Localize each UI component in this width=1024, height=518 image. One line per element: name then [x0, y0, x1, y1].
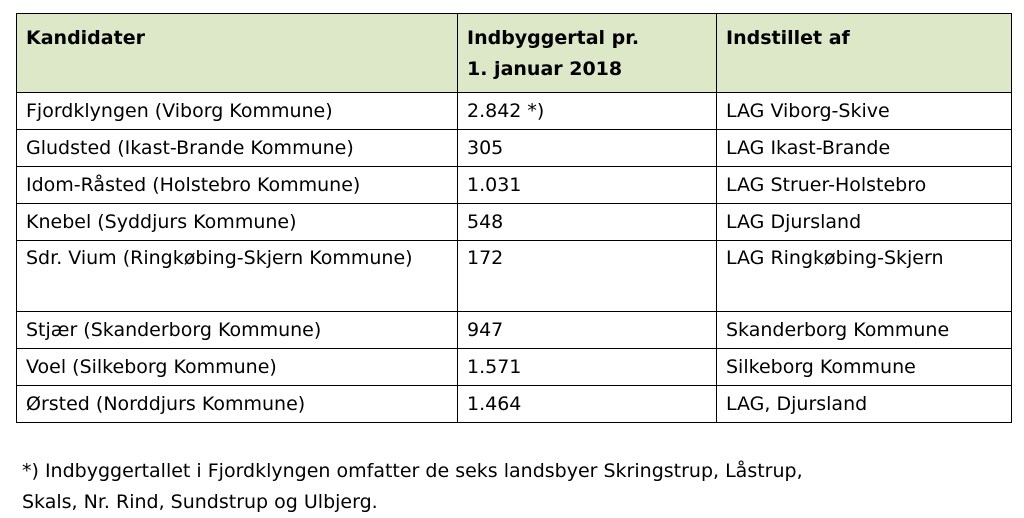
cell-kandidat: Stjær (Skanderborg Kommune) — [16, 311, 458, 349]
footnote: *) Indbyggertallet i Fjordklyngen omfatt… — [22, 456, 1012, 518]
table-row: Stjær (Skanderborg Kommune) 947 Skanderb… — [16, 311, 1012, 349]
table-row: Sdr. Vium (Ringkøbing-Skjern Kommune) 17… — [16, 240, 1012, 312]
header-indstillet-af: Indstillet af — [716, 13, 1012, 93]
cell-indbyggertal: 1.031 — [457, 166, 717, 204]
cell-indstillet-af: LAG Viborg-Skive — [716, 92, 1012, 130]
header-kandidater: Kandidater — [16, 13, 458, 93]
cell-kandidat: Idom-Råsted (Holstebro Kommune) — [16, 166, 458, 204]
cell-indbyggertal: 947 — [457, 311, 717, 349]
cell-kandidat-text: Sdr. Vium (Ringkøbing-Skjern Kommune) — [26, 247, 413, 269]
header-indbyggertal: Indbyggertal pr. 1. januar 2018 — [457, 13, 717, 93]
cell-kandidat: Gludsted (Ikast-Brande Kommune) — [16, 129, 458, 167]
candidates-table: Kandidater Indbyggertal pr. 1. januar 20… — [16, 13, 1012, 423]
table-row: Fjordklyngen (Viborg Kommune) 2.842 *) L… — [16, 92, 1012, 130]
table-row: Ørsted (Norddjurs Kommune) 1.464 LAG, Dj… — [16, 385, 1012, 423]
cell-indstillet-af: LAG Djursland — [716, 203, 1012, 241]
footnote-line1: *) Indbyggertallet i Fjordklyngen omfatt… — [22, 460, 803, 482]
header-indbyggertal-line1: Indbyggertal pr. — [467, 27, 640, 49]
cell-kandidat: Ørsted (Norddjurs Kommune) — [16, 385, 458, 423]
cell-indbyggertal: 172 — [457, 240, 717, 312]
table-header: Kandidater Indbyggertal pr. 1. januar 20… — [16, 13, 1012, 93]
candidates-table-container: Kandidater Indbyggertal pr. 1. januar 20… — [16, 13, 1012, 423]
cell-indbyggertal: 2.842 *) — [457, 92, 717, 130]
cell-kandidat: Voel (Silkeborg Kommune) — [16, 348, 458, 386]
table-row: Gludsted (Ikast-Brande Kommune) 305 LAG … — [16, 129, 1012, 167]
cell-kandidat: Knebel (Syddjurs Kommune) — [16, 203, 458, 241]
cell-indbyggertal: 1.464 — [457, 385, 717, 423]
cell-indstillet-af: LAG Ringkøbing-Skjern — [716, 240, 1012, 312]
cell-indstillet-af: Skanderborg Kommune — [716, 311, 1012, 349]
cell-indstillet-af: LAG Ikast-Brande — [716, 129, 1012, 167]
table-row: Knebel (Syddjurs Kommune) 548 LAG Djursl… — [16, 203, 1012, 241]
cell-kandidat: Fjordklyngen (Viborg Kommune) — [16, 92, 458, 130]
table-row: Idom-Råsted (Holstebro Kommune) 1.031 LA… — [16, 166, 1012, 204]
cell-indbyggertal: 1.571 — [457, 348, 717, 386]
cell-indstillet-af: LAG Struer-Holstebro — [716, 166, 1012, 204]
header-row: Kandidater Indbyggertal pr. 1. januar 20… — [16, 13, 1012, 93]
footnote-line2: Skals, Nr. Rind, Sundstrup og Ulbjerg. — [22, 491, 378, 513]
table-row: Voel (Silkeborg Kommune) 1.571 Silkeborg… — [16, 348, 1012, 386]
header-indbyggertal-line2: 1. januar 2018 — [467, 58, 623, 80]
cell-indstillet-af: LAG, Djursland — [716, 385, 1012, 423]
cell-indbyggertal: 305 — [457, 129, 717, 167]
cell-kandidat: Sdr. Vium (Ringkøbing-Skjern Kommune) — [16, 240, 458, 312]
table-body: Fjordklyngen (Viborg Kommune) 2.842 *) L… — [16, 92, 1012, 423]
cell-indstillet-af: Silkeborg Kommune — [716, 348, 1012, 386]
cell-indbyggertal: 548 — [457, 203, 717, 241]
